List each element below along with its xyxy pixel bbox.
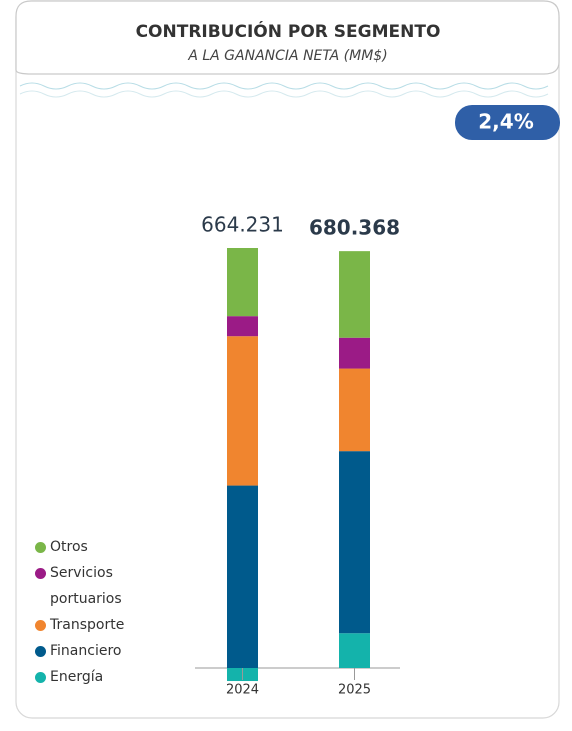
chart-subtitle: A LA GANANCIA NETA (MM$) <box>187 48 387 64</box>
legend-item: Energía <box>28 664 160 690</box>
x-tick-label: 2024 <box>226 683 259 698</box>
legend-swatch <box>35 672 46 683</box>
legend-label: Servicios portuarios <box>50 565 122 607</box>
bar-segment <box>339 633 370 668</box>
bar-segment <box>339 337 370 369</box>
bar-segment <box>227 485 258 668</box>
total-label: 664.231 <box>201 213 284 237</box>
wave <box>19 82 549 90</box>
bar-segment <box>227 248 258 317</box>
header-box <box>15 0 560 75</box>
legend-swatch <box>35 646 46 657</box>
legend-label: Otros <box>50 539 88 555</box>
legend-label: Financiero <box>50 643 122 659</box>
change-label: 2,4% <box>478 110 533 134</box>
legend: Otros Servicios portuarios Transporte Finan… <box>28 534 178 690</box>
change-badge <box>455 105 560 140</box>
bar-segment <box>227 316 258 337</box>
legend-swatch <box>35 620 46 631</box>
wave <box>19 90 549 98</box>
total-label: 680.368 <box>309 216 400 240</box>
bar-segment <box>339 251 370 338</box>
legend-label: Energía <box>50 669 104 685</box>
bar-segment <box>227 336 258 486</box>
legend-item: Otros <box>28 534 160 560</box>
legend-swatch <box>35 542 46 553</box>
chart-title: CONTRIBUCIÓN POR SEGMENTO <box>136 20 441 42</box>
legend-item: Transporte <box>28 612 160 638</box>
x-tick-label: 2025 <box>338 683 371 698</box>
legend-label: Transporte <box>50 617 125 633</box>
legend-item: Servicios portuarios <box>28 560 160 612</box>
legend-item: Financiero <box>28 638 160 664</box>
legend-swatch <box>35 568 46 579</box>
bar-segment <box>339 368 370 452</box>
bar-segment <box>339 451 370 634</box>
